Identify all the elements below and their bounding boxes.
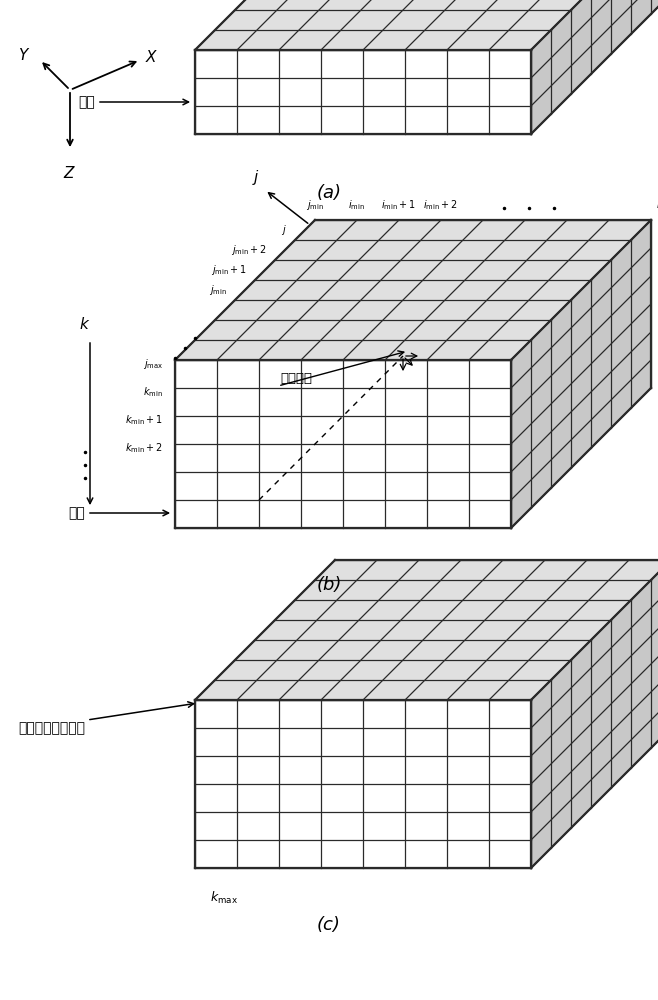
Text: $j_{\rm min}$: $j_{\rm min}$ — [306, 198, 324, 212]
Polygon shape — [195, 50, 531, 134]
Text: $k_{\rm min}+1$: $k_{\rm min}+1$ — [125, 413, 163, 427]
Polygon shape — [531, 560, 658, 868]
Text: $j_{\rm max}$: $j_{\rm max}$ — [143, 357, 163, 371]
Text: $k_{\rm min}+2$: $k_{\rm min}+2$ — [125, 441, 163, 455]
Text: 电偶极源: 电偶极源 — [280, 371, 312, 384]
Text: (b): (b) — [316, 576, 342, 594]
Text: $j_{\rm min}+2$: $j_{\rm min}+2$ — [231, 243, 267, 257]
Text: $i_{\rm max}$: $i_{\rm max}$ — [656, 198, 658, 212]
Text: $Z$: $Z$ — [63, 165, 76, 181]
Text: $k$: $k$ — [80, 316, 91, 332]
Text: $j$: $j$ — [281, 223, 287, 237]
Text: (c): (c) — [317, 916, 341, 934]
Polygon shape — [531, 0, 658, 134]
Text: $j$: $j$ — [252, 168, 260, 187]
Text: 海底大地（岩石）: 海底大地（岩石） — [18, 721, 85, 735]
Polygon shape — [195, 560, 658, 700]
Text: $k_{\rm min}$: $k_{\rm min}$ — [143, 385, 163, 399]
Text: (a): (a) — [316, 184, 342, 202]
Text: 空气: 空气 — [78, 95, 95, 109]
Polygon shape — [511, 220, 651, 528]
Polygon shape — [195, 700, 531, 868]
Polygon shape — [195, 0, 658, 50]
Text: $X$: $X$ — [145, 49, 159, 65]
Text: $i_{\rm min}+2$: $i_{\rm min}+2$ — [424, 198, 459, 212]
Polygon shape — [175, 220, 651, 360]
Text: $j_{\rm min}$: $j_{\rm min}$ — [209, 283, 227, 297]
Text: 海水: 海水 — [68, 506, 85, 520]
Text: $Y$: $Y$ — [18, 47, 30, 63]
Text: $j_{\rm min}+1$: $j_{\rm min}+1$ — [211, 263, 247, 277]
Polygon shape — [175, 360, 511, 528]
Text: $i_{\rm min}$: $i_{\rm min}$ — [349, 198, 365, 212]
Text: $i_{\rm min}+1$: $i_{\rm min}+1$ — [382, 198, 417, 212]
Text: $k_{\rm max}$: $k_{\rm max}$ — [210, 890, 238, 906]
